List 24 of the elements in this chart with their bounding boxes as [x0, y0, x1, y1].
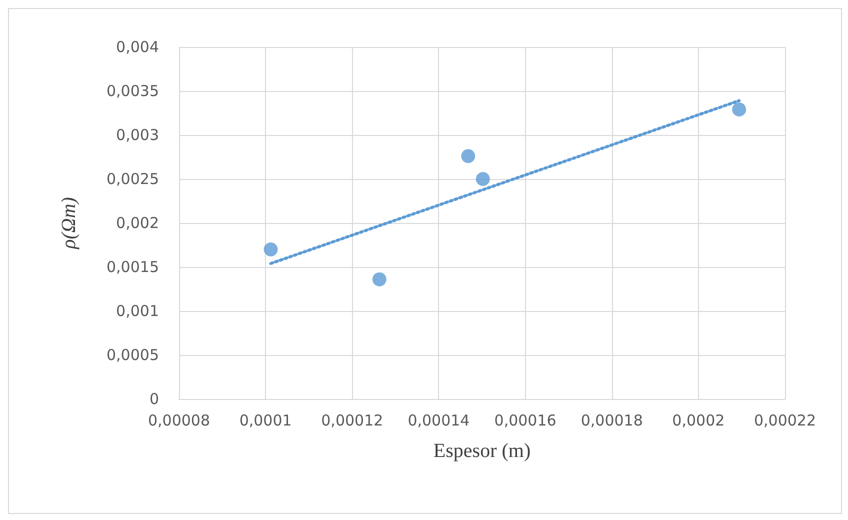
- point: [461, 149, 476, 164]
- x-tick-label: 0,00008: [148, 412, 210, 430]
- point: [476, 172, 490, 186]
- point: [264, 242, 278, 256]
- y-tick-label: 0,0015: [106, 258, 159, 276]
- y-axis-title: ρ(Ωm): [58, 196, 80, 250]
- x-tick-label: 0,00012: [321, 412, 384, 430]
- point: [372, 272, 386, 286]
- x-tick-label: 0,00022: [754, 412, 816, 430]
- x-tick-label: 0,00014: [408, 412, 470, 430]
- point: [732, 102, 746, 116]
- x-axis-title: Espesor (m): [433, 440, 531, 462]
- y-tick-label: 0,001: [116, 302, 159, 320]
- x-tick-label: 0,00018: [580, 412, 643, 430]
- y-tick-label: 0,002: [116, 214, 159, 232]
- x-tick-label: 0,0001: [239, 412, 292, 430]
- y-tick-label: 0,0025: [106, 170, 159, 188]
- y-tick-label: 0: [149, 390, 159, 408]
- y-tick-label: 0,0005: [106, 346, 159, 364]
- y-tick-label: 0,004: [116, 38, 159, 56]
- y-tick-label: 0,003: [116, 126, 159, 144]
- x-tick-label: 0,00016: [494, 412, 556, 430]
- x-tick-label: 0,0002: [672, 412, 725, 430]
- y-tick-label: 0,0035: [106, 82, 159, 100]
